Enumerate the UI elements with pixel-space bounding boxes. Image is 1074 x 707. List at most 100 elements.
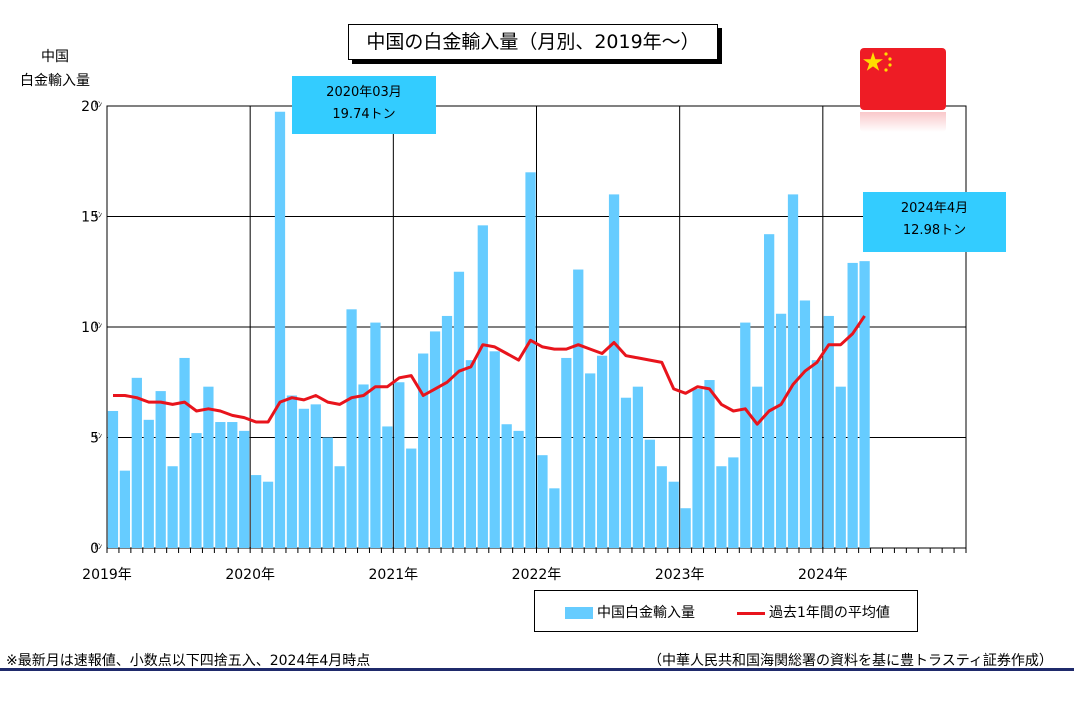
bar — [752, 386, 763, 548]
y-tick-unit: ﾄﾝ — [94, 542, 102, 551]
footnote-note: ※最新月は速報値、小数点以下四捨五入、2024年4月時点 — [6, 653, 371, 669]
bar — [465, 360, 477, 548]
bar — [537, 455, 548, 548]
china-flag-stars — [863, 52, 892, 72]
bar — [799, 300, 811, 548]
bar — [811, 360, 822, 548]
callout-max-value: 2020年03月 19.74トン — [292, 76, 436, 134]
bar — [286, 395, 298, 548]
bar — [656, 466, 667, 548]
bar — [394, 382, 405, 548]
bar — [596, 355, 608, 548]
bar — [179, 357, 190, 548]
bar — [131, 377, 142, 548]
legend-item-bars: 中国白金輸入量 — [565, 602, 695, 622]
footnote-source: （中華人民共和国海関総署の資料を基に豊トラスティ証券作成） — [648, 653, 1053, 669]
bar — [608, 194, 620, 548]
bar — [453, 271, 465, 548]
bar — [692, 388, 703, 548]
bar — [728, 457, 739, 548]
x-tick-label: 2021年 — [369, 567, 419, 583]
bar — [143, 419, 154, 548]
y-axis-label-line2: 白金輸入量 — [20, 73, 90, 89]
x-tick-label: 2024年 — [798, 567, 848, 583]
bar — [346, 309, 357, 548]
bar — [370, 322, 381, 548]
bar — [847, 262, 858, 548]
bar — [632, 386, 644, 548]
bar — [787, 194, 799, 548]
bar — [668, 481, 679, 548]
bar — [620, 397, 632, 548]
bar — [513, 430, 524, 548]
legend-bar-label: 中国白金輸入量 — [597, 605, 695, 621]
y-tick-unit: ﾄﾝ — [94, 211, 102, 220]
y-tick-label: 10 — [81, 320, 99, 336]
bar — [704, 380, 715, 548]
average-line — [113, 315, 866, 426]
bar — [716, 466, 727, 548]
x-tick-label: 2023年 — [655, 567, 705, 583]
legend-bar-swatch — [565, 607, 593, 619]
bar — [501, 424, 512, 548]
bar — [107, 410, 119, 548]
y-tick-label: 5 — [90, 431, 99, 447]
bar — [262, 481, 274, 548]
bar — [489, 351, 500, 548]
bar — [525, 172, 536, 549]
y-tick-unit: ﾄﾝ — [94, 100, 102, 109]
y-tick-label: 20 — [81, 99, 99, 115]
bar — [859, 261, 870, 548]
bar — [573, 269, 584, 548]
legend-line-swatch — [737, 611, 765, 615]
y-tick-unit: ﾄﾝ — [94, 321, 102, 330]
flag-reflection — [860, 112, 946, 132]
bar — [203, 386, 214, 548]
bar — [310, 404, 321, 548]
bar — [274, 111, 286, 548]
bar — [215, 422, 226, 548]
bar — [429, 331, 441, 548]
y-tick-unit: ﾄﾝ — [94, 432, 102, 441]
y-tick-label: 0 — [90, 541, 99, 557]
bar — [227, 422, 238, 548]
callout-latest-amount: 12.98トン — [902, 223, 967, 238]
y-tick-label: 15 — [81, 210, 99, 226]
callout-latest-value: 2024年4月 12.98トン — [863, 192, 1006, 252]
bar — [775, 313, 787, 548]
chart-legend: 中国白金輸入量 過去1年間の平均値 — [534, 590, 918, 632]
y-axis-label-line1: 中国 — [41, 49, 69, 65]
x-tick-label: 2020年 — [225, 567, 275, 583]
legend-item-line: 過去1年間の平均値 — [737, 602, 890, 622]
bar — [298, 408, 309, 548]
bar — [835, 386, 846, 548]
legend-line-label: 過去1年間の平均値 — [769, 605, 890, 621]
bar — [561, 357, 572, 548]
bar — [680, 508, 691, 548]
bar — [119, 470, 131, 548]
x-tick-label: 2022年 — [512, 567, 562, 583]
bar — [239, 430, 250, 548]
bar — [477, 225, 488, 548]
callout-max-amount: 19.74トン — [332, 107, 396, 122]
bar — [155, 391, 166, 548]
bar — [740, 322, 751, 548]
bar — [823, 315, 834, 548]
bar — [191, 433, 202, 548]
bar — [585, 373, 596, 548]
china-flag-icon — [860, 48, 946, 110]
bar — [251, 475, 262, 548]
x-tick-label: 2019年 — [82, 567, 132, 583]
bar — [334, 466, 345, 548]
bottom-divider — [0, 668, 1074, 671]
bar — [418, 353, 429, 548]
bar — [441, 315, 453, 548]
bar — [358, 384, 369, 548]
bar — [322, 437, 333, 548]
callout-latest-date: 2024年4月 — [900, 201, 969, 216]
bar — [382, 426, 393, 548]
callout-max-date: 2020年03月 — [326, 85, 402, 100]
bar — [406, 448, 417, 548]
chart-title: 中国の白金輸入量（月別、2019年～） — [348, 24, 718, 60]
